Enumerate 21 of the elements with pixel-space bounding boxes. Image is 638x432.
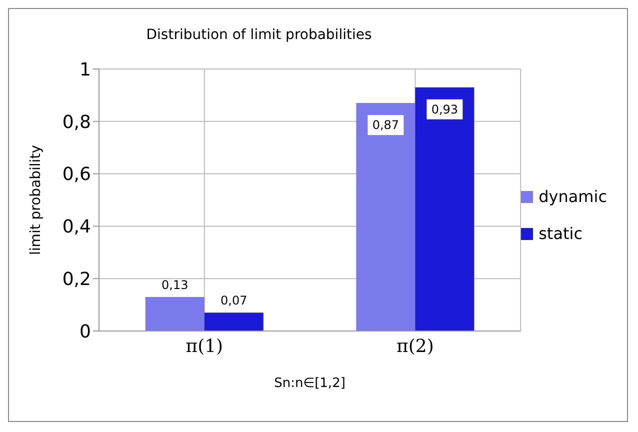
y-tick-label: 0,2	[62, 268, 91, 290]
bar	[415, 87, 474, 331]
x-axis-title: Sn:n∈[1,2]	[274, 376, 346, 391]
chart-title: Distribution of limit probabilities	[145, 27, 373, 43]
y-tick-label: 0,4	[62, 216, 91, 238]
bar	[145, 296, 204, 331]
data-label: 0,13	[162, 278, 188, 292]
y-tick-label: 0,8	[62, 112, 91, 133]
x-tick-label: π(2)	[396, 336, 434, 357]
bar	[204, 312, 264, 331]
data-label: 0,87	[372, 118, 400, 132]
bar	[356, 103, 416, 331]
legend-label: static	[538, 224, 583, 243]
x-tick-label: π(1)	[186, 336, 224, 357]
data-label: 0,93	[431, 102, 458, 116]
y-tick-label: 0,6	[62, 164, 91, 186]
data-label: 0,07	[220, 294, 248, 308]
legend-label: dynamic	[538, 187, 607, 206]
y-tick-label: 1	[80, 59, 91, 80]
y-tick-label: 0	[80, 321, 91, 342]
y-axis-title: limit probability	[28, 145, 44, 255]
